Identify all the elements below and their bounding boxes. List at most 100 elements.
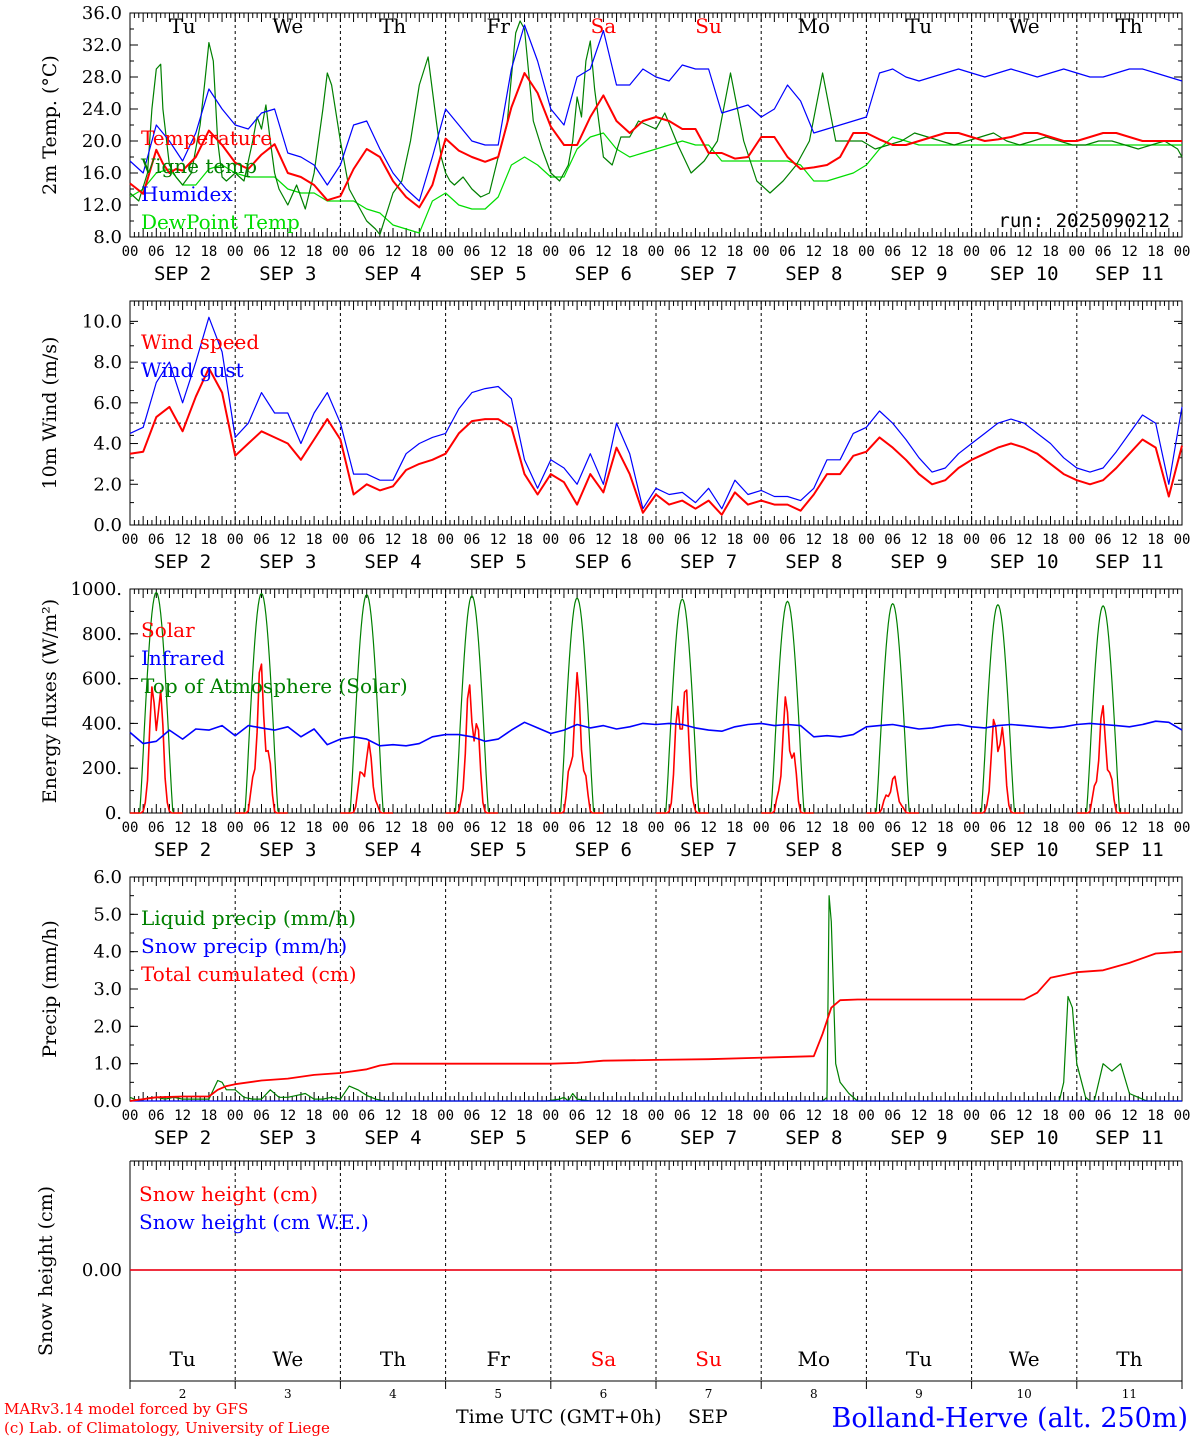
date-label: SEP 7 bbox=[680, 1127, 737, 1149]
hour-tick-label: 18 bbox=[832, 820, 849, 836]
surface-solar-curve bbox=[130, 686, 183, 814]
hour-tick-label: 06 bbox=[989, 820, 1006, 836]
day-name-label: We bbox=[1009, 1347, 1040, 1371]
temp-panel-legend: Temperature Vigne temp Humidex DewPoint Tem… bbox=[140, 126, 300, 234]
hour-tick-label: 18 bbox=[200, 1108, 217, 1124]
date-label: SEP 7 bbox=[680, 263, 737, 285]
day-number-label: 10 bbox=[1017, 1387, 1032, 1401]
legend-entry: DewPoint Temp bbox=[141, 210, 300, 234]
hour-tick-label: 12 bbox=[700, 532, 717, 548]
date-label: SEP 7 bbox=[680, 839, 737, 861]
y-tick-label: 20.0 bbox=[82, 131, 122, 152]
snow-panel-y-label: Snow height (cm) bbox=[35, 1186, 57, 1356]
y-tick-label: 2.0 bbox=[93, 474, 122, 495]
date-label: SEP 5 bbox=[470, 1127, 527, 1149]
hour-tick-label: 18 bbox=[832, 1108, 849, 1124]
day-name-label: Fr bbox=[486, 1347, 510, 1371]
temp-series-temperature bbox=[129, 72, 1182, 209]
hour-tick-label: 12 bbox=[595, 1108, 612, 1124]
wind-panel-y-axis: 0.0 2.0 4.0 6.0 8.0 10.0 10m Wind (m/s) bbox=[39, 300, 1182, 536]
day-name-label: Th bbox=[380, 1347, 406, 1371]
date-label: SEP 9 bbox=[890, 839, 947, 861]
hour-tick-label: 06 bbox=[253, 532, 270, 548]
hour-tick-label: 06 bbox=[569, 820, 586, 836]
hour-tick-label: 12 bbox=[1016, 1108, 1033, 1124]
date-label: SEP 9 bbox=[890, 263, 947, 285]
hour-tick-label: 00 bbox=[963, 820, 980, 836]
energy-panel-legend: Solar Infrared Top of Atmosphere (Solar) bbox=[141, 618, 408, 698]
date-label: SEP 6 bbox=[575, 1127, 632, 1149]
hour-tick-label: 00 bbox=[542, 820, 559, 836]
surface-solar-curve bbox=[656, 689, 709, 814]
hour-tick-label: 12 bbox=[911, 532, 928, 548]
hour-tick-label: 00 bbox=[1174, 244, 1191, 260]
surface-solar-curve bbox=[340, 740, 393, 814]
hour-tick-label: 00 bbox=[1068, 820, 1085, 836]
hour-tick-label: 06 bbox=[779, 532, 796, 548]
hour-tick-label: 00 bbox=[963, 1108, 980, 1124]
hour-tick-label: 00 bbox=[1068, 244, 1085, 260]
hour-tick-label: 06 bbox=[1095, 532, 1112, 548]
hour-tick-label: 00 bbox=[332, 1108, 349, 1124]
hour-tick-label: 18 bbox=[1147, 1108, 1164, 1124]
surface-solar-curve bbox=[235, 663, 288, 814]
y-tick-label: 1.0 bbox=[93, 1054, 122, 1075]
date-label: SEP 2 bbox=[154, 263, 211, 285]
hour-tick-label: 12 bbox=[595, 244, 612, 260]
hour-tick-label: 06 bbox=[358, 820, 375, 836]
snow-panel-frame: 0.00 Snow height (cm) bbox=[35, 1160, 1183, 1381]
y-tick-label: 0.0 bbox=[93, 1091, 122, 1112]
date-label: SEP 3 bbox=[259, 263, 316, 285]
day-name-label: We bbox=[272, 1347, 303, 1371]
date-label: SEP 10 bbox=[990, 1127, 1059, 1149]
day-name-label: Tu bbox=[169, 1347, 195, 1371]
y-tick-label: 6.0 bbox=[93, 867, 122, 888]
hour-tick-label: 00 bbox=[1068, 532, 1085, 548]
hour-tick-label: 12 bbox=[490, 820, 507, 836]
date-label: SEP 4 bbox=[364, 839, 421, 861]
day-number-label: 2 bbox=[179, 1387, 187, 1401]
energy-panel-y-label: Energy fluxes (W/m²) bbox=[39, 599, 61, 803]
hour-tick-label: 00 bbox=[122, 1108, 139, 1124]
hour-tick-label: 00 bbox=[1174, 820, 1191, 836]
hour-tick-label: 18 bbox=[726, 1108, 743, 1124]
hour-tick-label: 12 bbox=[1121, 532, 1138, 548]
date-label: SEP 9 bbox=[890, 551, 947, 573]
hour-tick-label: 00 bbox=[227, 244, 244, 260]
date-label: SEP 9 bbox=[890, 1127, 947, 1149]
hour-tick-label: 12 bbox=[490, 532, 507, 548]
hour-tick-label: 06 bbox=[989, 532, 1006, 548]
hour-tick-label: 12 bbox=[595, 532, 612, 548]
date-label: SEP 8 bbox=[785, 1127, 842, 1149]
date-label: SEP 2 bbox=[154, 551, 211, 573]
day-name-label: Th bbox=[1116, 1347, 1142, 1371]
date-label: SEP 11 bbox=[1095, 263, 1164, 285]
day-name-label: Th bbox=[1116, 14, 1142, 38]
hour-tick-label: 18 bbox=[621, 820, 638, 836]
wind-panel-legend: Wind speed Wind gust bbox=[141, 330, 259, 382]
date-label: SEP 5 bbox=[470, 839, 527, 861]
hour-tick-label: 06 bbox=[463, 820, 480, 836]
hour-tick-label: 06 bbox=[884, 244, 901, 260]
hour-tick-label: 06 bbox=[148, 532, 165, 548]
legend-entry: Wind gust bbox=[141, 358, 244, 382]
hour-tick-label: 12 bbox=[385, 1108, 402, 1124]
hour-tick-label: 00 bbox=[648, 532, 665, 548]
legend-entry: Top of Atmosphere (Solar) bbox=[141, 674, 408, 698]
hour-tick-label: 06 bbox=[674, 532, 691, 548]
hour-tick-label: 12 bbox=[279, 1108, 296, 1124]
hour-tick-label: 18 bbox=[621, 532, 638, 548]
hour-tick-label: 00 bbox=[437, 532, 454, 548]
hour-tick-label: 06 bbox=[674, 1108, 691, 1124]
hour-tick-label: 12 bbox=[174, 532, 191, 548]
hour-tick-label: 00 bbox=[332, 532, 349, 548]
hour-tick-label: 18 bbox=[200, 820, 217, 836]
y-tick-label: 3.0 bbox=[93, 979, 122, 1000]
day-number-label: 8 bbox=[810, 1387, 818, 1401]
legend-entry: Humidex bbox=[141, 182, 233, 206]
date-label: SEP 3 bbox=[259, 551, 316, 573]
legend-entry: Infrared bbox=[141, 646, 225, 670]
hour-tick-label: 06 bbox=[1095, 1108, 1112, 1124]
hour-tick-label: 18 bbox=[726, 532, 743, 548]
